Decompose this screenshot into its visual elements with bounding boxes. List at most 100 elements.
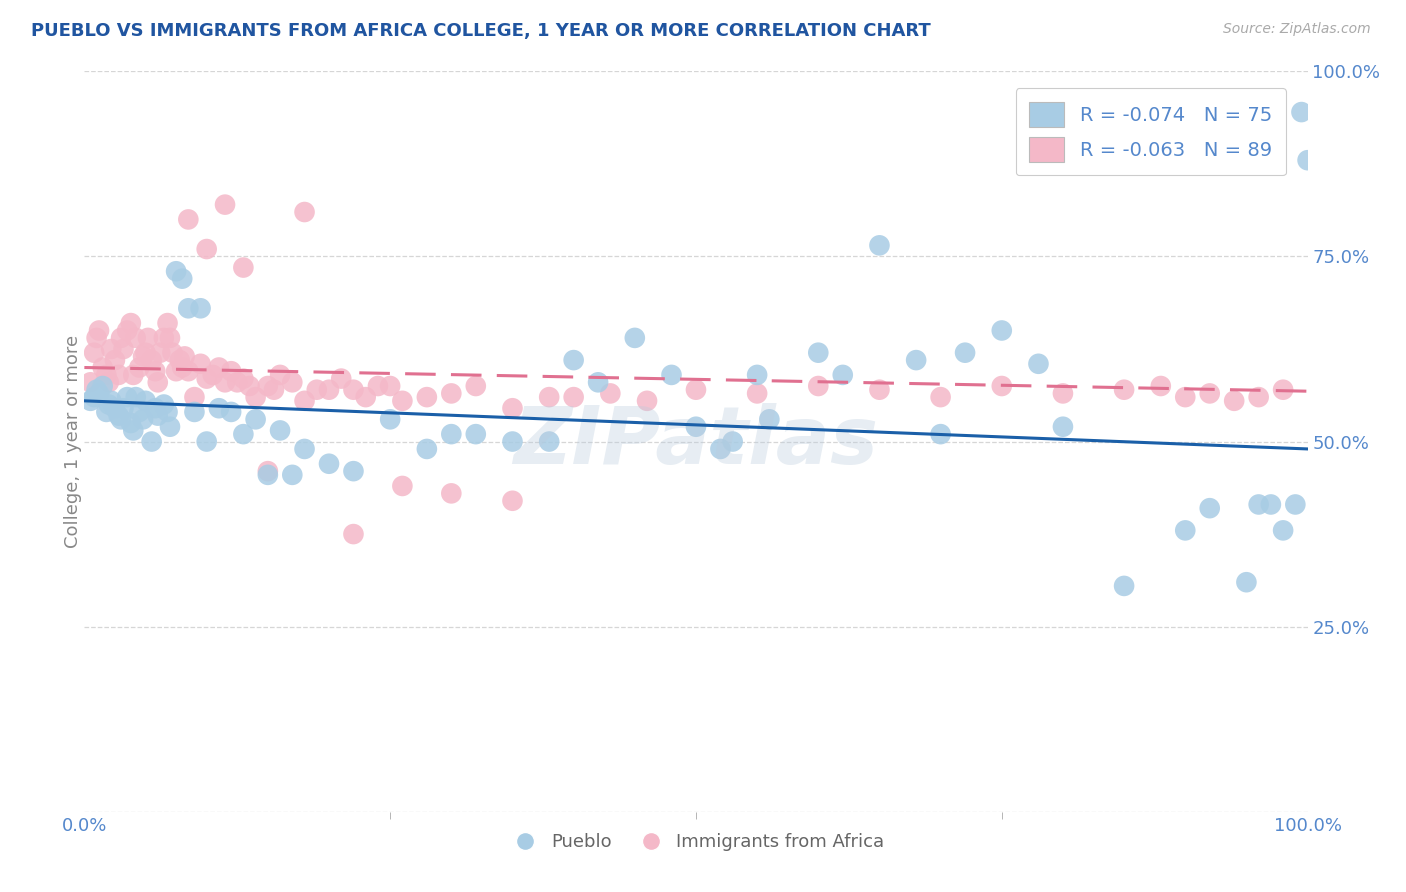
Point: [318, 383, 340, 397]
Point: [342, 527, 364, 541]
Point: [1174, 524, 1197, 538]
Point: [183, 405, 205, 419]
Point: [87, 386, 110, 401]
Point: [146, 376, 169, 390]
Point: [107, 368, 129, 382]
Y-axis label: College, 1 year or more: College, 1 year or more: [65, 335, 82, 548]
Point: [100, 342, 122, 356]
Point: [330, 371, 353, 385]
Point: [128, 405, 150, 419]
Point: [1114, 383, 1136, 397]
Point: [107, 409, 129, 423]
Point: [79, 376, 101, 390]
Point: [294, 205, 316, 219]
Point: [87, 324, 110, 338]
Point: [636, 393, 658, 408]
Point: [953, 345, 976, 359]
Point: [120, 416, 142, 430]
Point: [83, 390, 105, 404]
Point: [132, 350, 155, 364]
Point: [232, 427, 254, 442]
Point: [758, 412, 780, 426]
Point: [96, 405, 118, 419]
Point: [342, 464, 364, 478]
Point: [624, 331, 647, 345]
Point: [219, 405, 242, 419]
Point: [177, 364, 200, 378]
Point: [159, 419, 181, 434]
Point: [115, 390, 138, 404]
Point: [112, 401, 135, 416]
Point: [257, 379, 280, 393]
Point: [141, 353, 163, 368]
Point: [143, 401, 166, 416]
Point: [440, 427, 463, 442]
Point: [173, 350, 195, 364]
Point: [747, 368, 769, 382]
Point: [1028, 357, 1050, 371]
Point: [318, 457, 340, 471]
Point: [104, 401, 127, 416]
Point: [562, 353, 585, 368]
Point: [1223, 393, 1246, 408]
Point: [281, 376, 304, 390]
Point: [1114, 579, 1136, 593]
Point: [214, 197, 236, 211]
Point: [661, 368, 683, 382]
Point: [190, 301, 212, 316]
Point: [141, 434, 163, 449]
Point: [110, 331, 132, 345]
Point: [214, 376, 236, 390]
Legend: Pueblo, Immigrants from Africa: Pueblo, Immigrants from Africa: [501, 826, 891, 858]
Point: [153, 331, 176, 345]
Point: [100, 393, 122, 408]
Point: [226, 376, 249, 390]
Point: [807, 345, 830, 359]
Point: [120, 316, 142, 330]
Point: [709, 442, 731, 456]
Point: [416, 442, 439, 456]
Point: [190, 357, 212, 371]
Point: [1150, 379, 1173, 393]
Point: [685, 419, 707, 434]
Point: [201, 368, 224, 382]
Point: [172, 360, 194, 375]
Point: [869, 238, 891, 252]
Point: [263, 383, 285, 397]
Point: [135, 345, 157, 359]
Point: [502, 434, 524, 449]
Point: [562, 390, 585, 404]
Point: [208, 401, 231, 416]
Point: [91, 379, 114, 393]
Point: [183, 390, 205, 404]
Point: [143, 364, 166, 378]
Point: [86, 383, 108, 397]
Point: [177, 212, 200, 227]
Point: [354, 390, 377, 404]
Point: [367, 379, 389, 393]
Point: [305, 383, 328, 397]
Text: PUEBLO VS IMMIGRANTS FROM AFRICA COLLEGE, 1 YEAR OR MORE CORRELATION CHART: PUEBLO VS IMMIGRANTS FROM AFRICA COLLEGE…: [31, 22, 931, 40]
Point: [294, 442, 316, 456]
Point: [807, 379, 830, 393]
Point: [83, 345, 105, 359]
Point: [294, 393, 316, 408]
Point: [391, 479, 413, 493]
Point: [125, 390, 148, 404]
Point: [991, 324, 1014, 338]
Point: [464, 427, 486, 442]
Point: [149, 345, 172, 359]
Point: [146, 409, 169, 423]
Point: [232, 371, 254, 385]
Point: [416, 390, 439, 404]
Point: [1260, 498, 1282, 512]
Point: [1296, 153, 1319, 168]
Point: [685, 383, 707, 397]
Point: [1052, 419, 1074, 434]
Point: [245, 412, 267, 426]
Point: [747, 386, 769, 401]
Point: [1174, 390, 1197, 404]
Point: [238, 379, 260, 393]
Point: [380, 412, 402, 426]
Point: [177, 301, 200, 316]
